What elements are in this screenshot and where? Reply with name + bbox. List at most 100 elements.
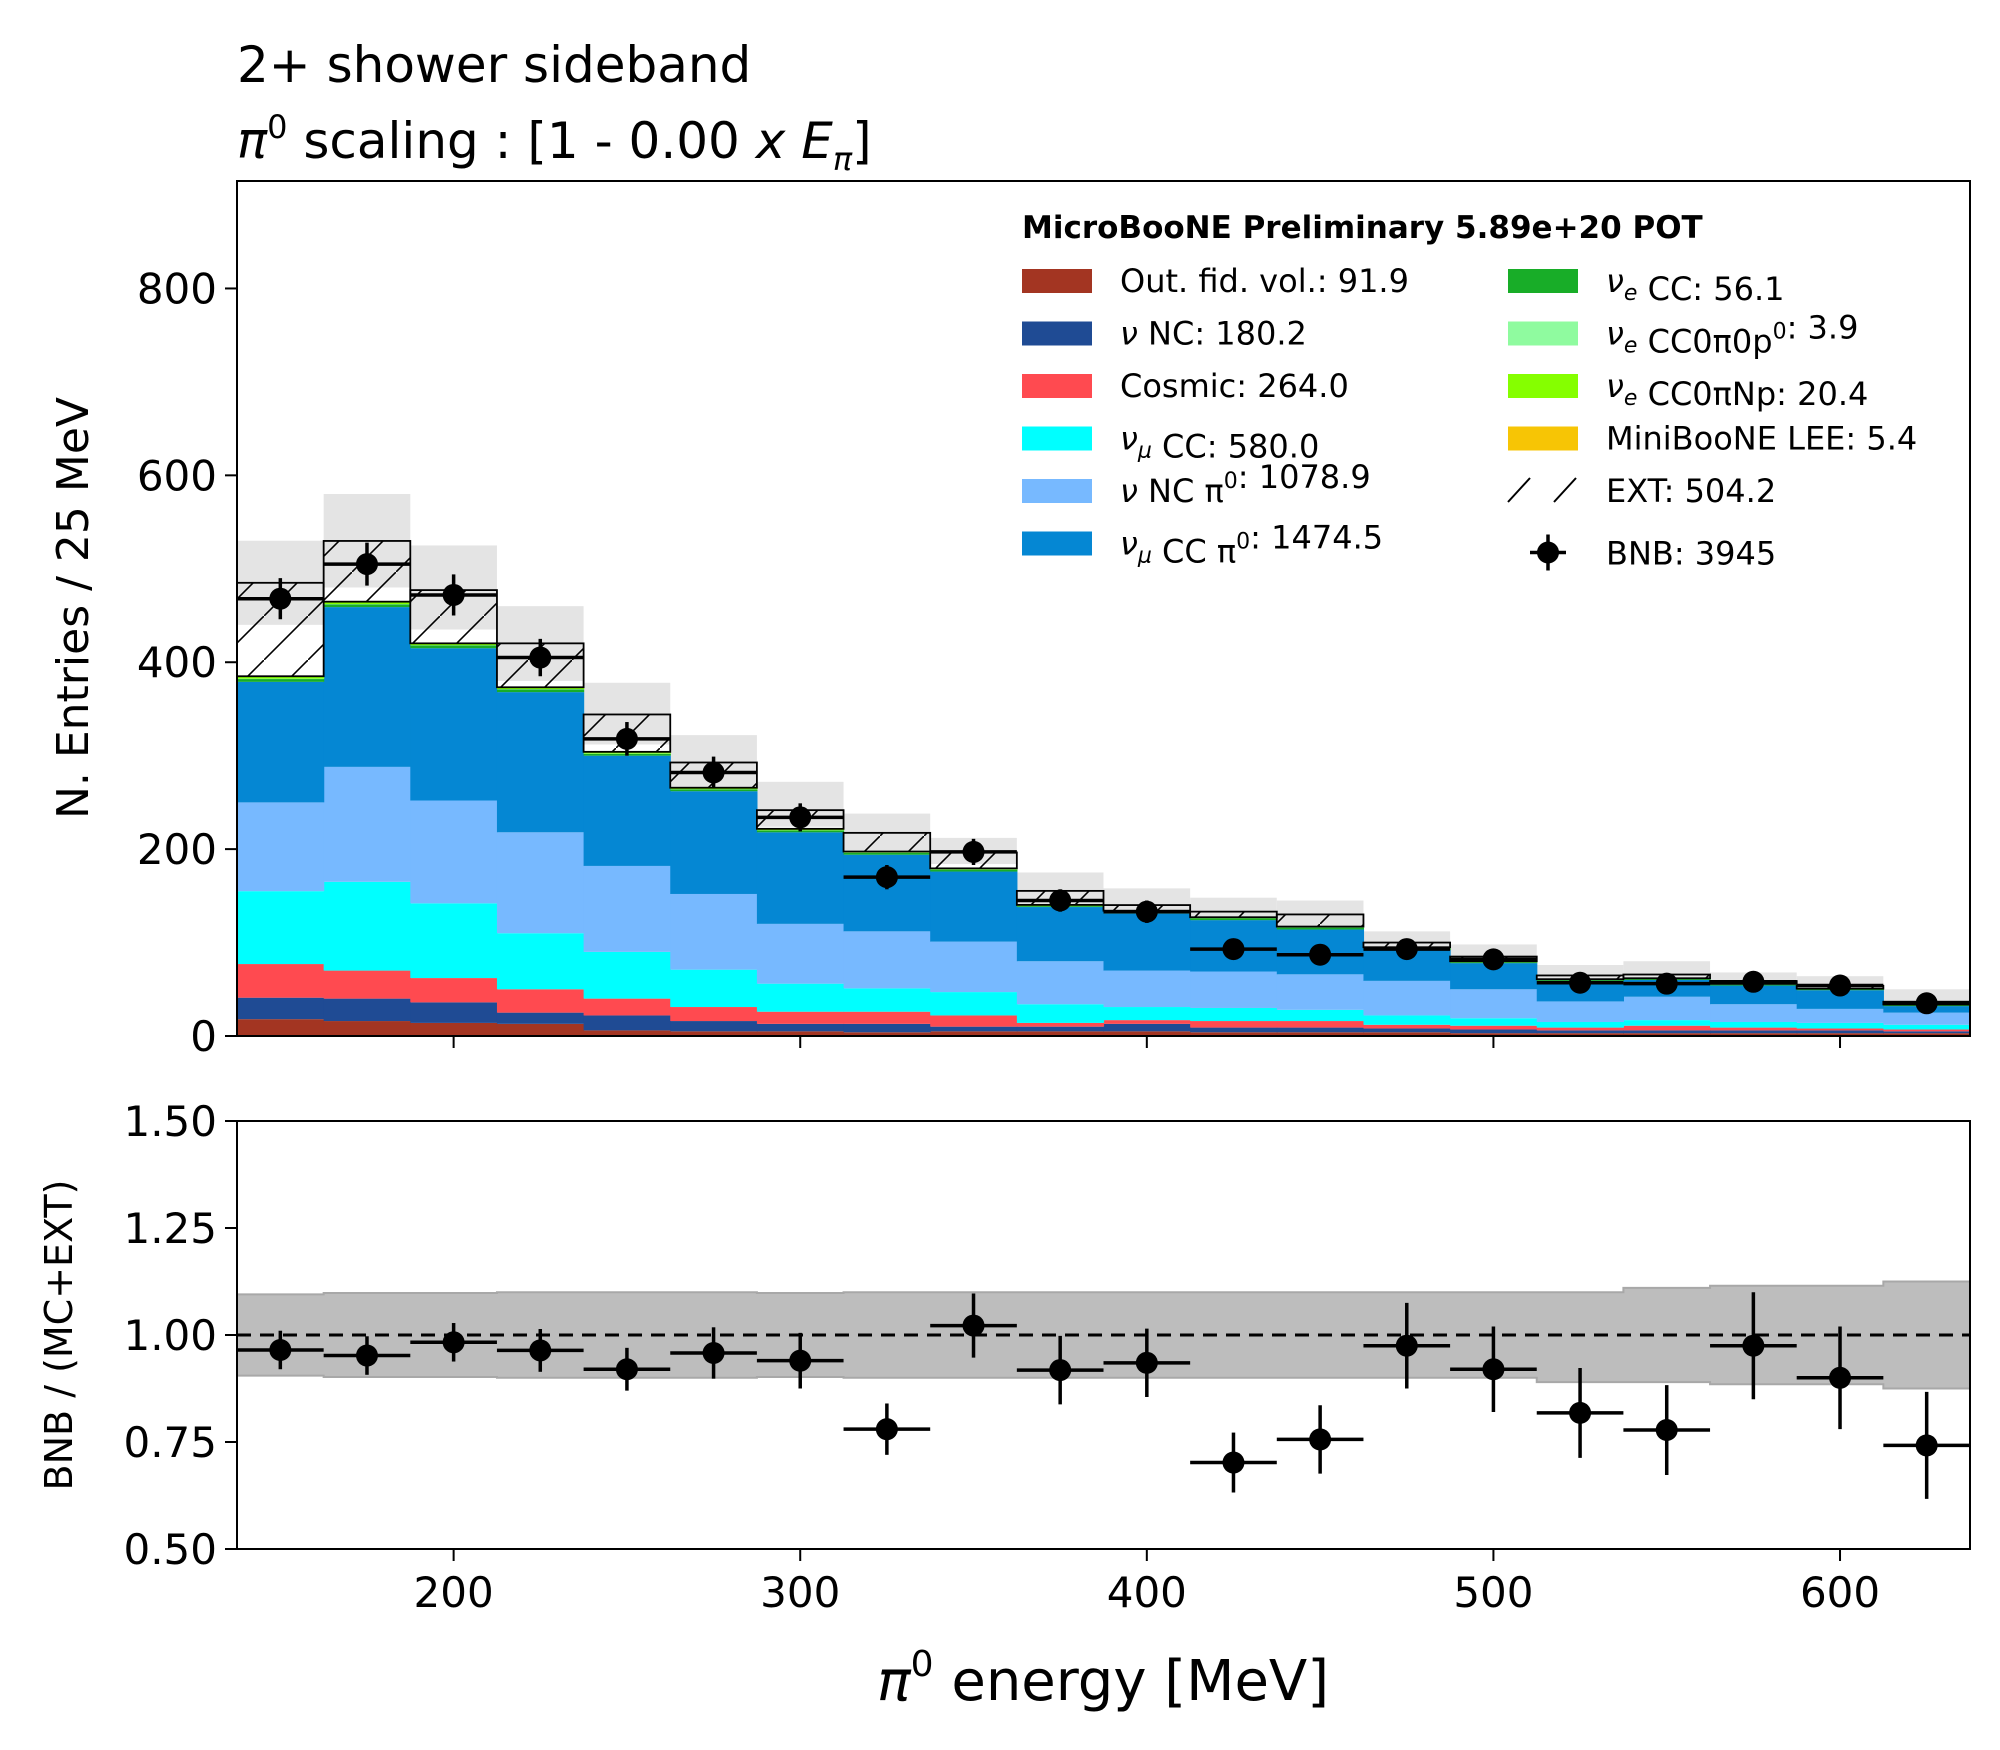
stack-bar-0 bbox=[1883, 1033, 1970, 1036]
ratio-point bbox=[269, 1338, 292, 1361]
x-tick-label: 500 bbox=[1453, 1568, 1533, 1617]
stack-bar-2 bbox=[323, 970, 411, 999]
stack-bar-1 bbox=[237, 997, 325, 1020]
stack-bar-4 bbox=[1623, 996, 1711, 1021]
legend-item: MiniBooNE LEE: 5.4 bbox=[1508, 420, 1917, 458]
ext-outline-bin bbox=[322, 540, 412, 603]
top-x-ticks bbox=[452, 1036, 1842, 1048]
legend-swatch bbox=[1508, 426, 1578, 451]
stack-bar-3 bbox=[1103, 1007, 1191, 1021]
stack-bar-4 bbox=[1276, 974, 1365, 1010]
data-point bbox=[1915, 992, 1938, 1015]
legend-swatch bbox=[1022, 426, 1092, 451]
stack-bar-3 bbox=[670, 969, 758, 1008]
legend-data-marker bbox=[1537, 541, 1559, 564]
ratio-y-tick-label: 0.50 bbox=[123, 1525, 217, 1574]
legend-label: νμ CC: 580.0 bbox=[1120, 420, 1319, 466]
stack-bar-6 bbox=[496, 689, 585, 693]
ratio-point bbox=[355, 1344, 378, 1367]
stack-bar-1 bbox=[843, 1023, 931, 1033]
stack-bar-2 bbox=[1623, 1025, 1711, 1031]
stack-bar-0 bbox=[1363, 1032, 1451, 1036]
stack-bar-2 bbox=[1710, 1027, 1798, 1031]
stack-bar-0 bbox=[1103, 1031, 1191, 1036]
legend-item: ν NC: 180.2 bbox=[1022, 315, 1307, 353]
x-tick-label: 300 bbox=[760, 1568, 840, 1617]
ratio-uncertainty-band bbox=[237, 1280, 1970, 1390]
stack-bar-1 bbox=[1883, 1031, 1970, 1034]
stack-bar-6 bbox=[1190, 918, 1278, 921]
legend-label: νe CC0πNp: 20.4 bbox=[1606, 367, 1868, 413]
stack-bar-2 bbox=[1016, 1022, 1105, 1027]
stack-bar-1 bbox=[1623, 1030, 1711, 1034]
data-point bbox=[615, 727, 638, 750]
stack-bar-1 bbox=[1190, 1027, 1278, 1033]
stack-bar-6 bbox=[410, 645, 498, 649]
stack-bar-4 bbox=[496, 832, 585, 934]
stack-bar-1 bbox=[1536, 1030, 1624, 1034]
stack-bar-4 bbox=[1103, 970, 1191, 1008]
data-point bbox=[1829, 974, 1852, 997]
data-point bbox=[355, 553, 378, 576]
legend: MicroBooNE Preliminary 5.89e+20 POT Out.… bbox=[1022, 210, 1917, 573]
ratio-point bbox=[1482, 1358, 1505, 1381]
ratio-point bbox=[529, 1339, 552, 1362]
stack-bar-3 bbox=[1536, 1021, 1624, 1028]
data-point bbox=[962, 840, 985, 863]
stack-bar-0 bbox=[756, 1031, 845, 1036]
data-point bbox=[529, 646, 552, 669]
legend-item: Out. fid. vol.: 91.9 bbox=[1022, 262, 1409, 300]
stack-bar-1 bbox=[583, 1015, 671, 1031]
ratio-point bbox=[442, 1331, 465, 1354]
stack-bar-2 bbox=[1190, 1021, 1278, 1028]
legend-item: νe CC0π0p0: 3.9 bbox=[1508, 309, 1858, 361]
stack-bar-4 bbox=[410, 800, 498, 904]
stack-bar-4 bbox=[583, 865, 671, 952]
data-point bbox=[1222, 938, 1245, 961]
stack-bar-6 bbox=[323, 604, 411, 608]
top-plot-frame bbox=[236, 180, 1971, 1037]
ratio-point bbox=[1135, 1351, 1158, 1374]
stack-bar-2 bbox=[1276, 1021, 1365, 1028]
stack-bar-4 bbox=[1536, 1001, 1624, 1022]
data-point bbox=[1569, 971, 1592, 994]
ratio-point bbox=[1222, 1451, 1245, 1474]
legend-label: Out. fid. vol.: 91.9 bbox=[1120, 262, 1409, 300]
stack-bar-1 bbox=[1363, 1028, 1451, 1033]
legend-swatch bbox=[1508, 269, 1578, 293]
stack-bar-3 bbox=[1016, 1004, 1105, 1023]
stack-bar-4 bbox=[1363, 980, 1451, 1016]
legend-item-data: BNB: 3945 bbox=[1530, 534, 1776, 573]
stack-bar-0 bbox=[323, 1021, 411, 1036]
legend-item: νe CC: 56.1 bbox=[1508, 262, 1784, 308]
stack-bar-2 bbox=[1103, 1020, 1191, 1024]
stack-bar-0 bbox=[1276, 1032, 1365, 1036]
stack-bar-3 bbox=[1363, 1015, 1451, 1025]
legend-swatch bbox=[1022, 479, 1092, 503]
stack-bar-3 bbox=[756, 983, 845, 1012]
stack-bar-1 bbox=[1276, 1027, 1365, 1033]
data-point bbox=[269, 587, 292, 610]
stack-bar-0 bbox=[1190, 1032, 1278, 1036]
ratio-y-axis: 0.50 0.75 1.00 1.25 1.50 bbox=[123, 1097, 237, 1574]
top-y-axis: 0 200 400 600 800 bbox=[137, 264, 237, 1061]
ratio-points bbox=[237, 1292, 1970, 1499]
stack-bar-4 bbox=[1710, 1004, 1798, 1022]
legend-swatch bbox=[1022, 531, 1092, 556]
data-point bbox=[1309, 943, 1332, 966]
stack-bar-1 bbox=[670, 1021, 758, 1032]
stack-bar-3 bbox=[1710, 1021, 1798, 1028]
stack-bar-4 bbox=[843, 931, 931, 989]
stack-bar-8 bbox=[237, 676, 325, 679]
ratio-point bbox=[875, 1418, 898, 1441]
stack-bar-10 bbox=[843, 832, 931, 852]
legend-label: ν NC π0: 1078.9 bbox=[1120, 458, 1371, 510]
stack-bar-2 bbox=[237, 964, 325, 998]
legend-swatch bbox=[1022, 269, 1092, 293]
stack-bar-8 bbox=[323, 602, 411, 605]
ratio-point bbox=[1049, 1359, 1072, 1382]
y-tick-label: 400 bbox=[137, 638, 217, 687]
stack-bar-5 bbox=[1796, 990, 1884, 1009]
legend-label: EXT: 504.2 bbox=[1606, 472, 1776, 510]
